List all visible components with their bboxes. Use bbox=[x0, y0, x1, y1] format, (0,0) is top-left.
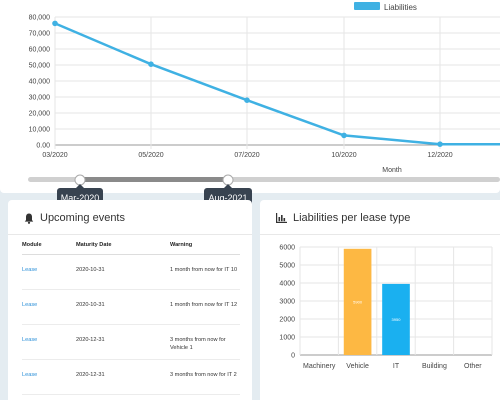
liabilities-series-line bbox=[54, 22, 500, 146]
y-tick-label: 0 bbox=[291, 353, 295, 360]
y-tick-label: 2000 bbox=[279, 317, 295, 324]
y-tick-label: 40,000 bbox=[29, 79, 51, 86]
x-tick-label: 05/2020 bbox=[138, 152, 163, 159]
x-tick-label: 07/2020 bbox=[234, 152, 259, 159]
bell-icon bbox=[24, 213, 34, 224]
y-tick-label: 1000 bbox=[279, 335, 295, 342]
y-tick-label: 80,000 bbox=[29, 15, 51, 22]
data-point[interactable] bbox=[244, 97, 250, 103]
y-tick-label: 4000 bbox=[279, 281, 295, 288]
events-title: Upcoming events bbox=[40, 212, 125, 224]
warning-text: 1 month from now for IT 12 bbox=[170, 289, 240, 325]
x-tick-label: 03/2020 bbox=[42, 152, 67, 159]
bar-vehicle[interactable] bbox=[343, 248, 372, 355]
slider-selected-range[interactable] bbox=[80, 177, 228, 182]
y-tick-label: 50,000 bbox=[29, 63, 51, 70]
y-tick-label: 0.00 bbox=[36, 143, 50, 150]
lease-type-title: Liabilities per lease type bbox=[293, 212, 411, 224]
x-tick-label: 12/2020 bbox=[427, 152, 452, 159]
warning-text: 3 months from now for Vehicle 1 bbox=[170, 324, 240, 360]
bar-value-label: 3950 bbox=[392, 317, 402, 322]
warning-text: 1 month from now for IT 10 bbox=[170, 254, 240, 290]
x-tick-label: Building bbox=[422, 363, 447, 370]
module-link[interactable]: Lease bbox=[22, 324, 76, 360]
y-tick-label: 70,000 bbox=[29, 31, 51, 38]
events-header: Upcoming events bbox=[24, 212, 125, 224]
x-tick-label: IT bbox=[393, 363, 400, 370]
x-tick-label: Other bbox=[464, 363, 482, 370]
maturity-date: 2020-10-31 bbox=[76, 254, 170, 290]
data-point[interactable] bbox=[437, 141, 443, 147]
data-point[interactable] bbox=[52, 20, 58, 27]
column-header-maturity-date: Maturity Date bbox=[76, 240, 170, 255]
table-row: Lease 2020-12-31 3 months from now for I… bbox=[22, 359, 240, 395]
module-link[interactable]: Lease bbox=[22, 254, 76, 290]
y-tick-label: 60,000 bbox=[29, 47, 51, 54]
maturity-date: 2020-12-31 bbox=[76, 324, 170, 360]
column-header-module: Module bbox=[22, 240, 76, 255]
module-link[interactable]: Lease bbox=[22, 289, 76, 325]
slider-end-handle[interactable] bbox=[222, 174, 234, 186]
bar-value-label: 5900 bbox=[353, 299, 363, 304]
upcoming-events-card: Upcoming events Module Maturity Date War… bbox=[8, 200, 252, 400]
y-tick-label: 3000 bbox=[279, 299, 295, 306]
lease-type-bar-chart: 0 1000 2000 3000 4000 5000 6000 5900 3950 Machi… bbox=[279, 245, 493, 370]
x-tick-label: Vehicle bbox=[346, 363, 369, 370]
events-table: Module Maturity Date Warning Lease 2020-… bbox=[22, 240, 240, 395]
x-axis-label: Month bbox=[382, 167, 402, 174]
table-row: Lease 2020-10-31 1 month from now for IT… bbox=[22, 289, 240, 325]
slider-start-handle[interactable] bbox=[74, 174, 86, 186]
module-link[interactable]: Lease bbox=[22, 359, 76, 395]
y-tick-label: 6000 bbox=[279, 245, 295, 252]
bar-chart-icon bbox=[276, 213, 287, 223]
x-tick-label: 10/2020 bbox=[331, 152, 356, 159]
maturity-date: 2020-10-31 bbox=[76, 289, 170, 325]
warning-text: 3 months from now for IT 2 bbox=[170, 359, 240, 395]
data-point[interactable] bbox=[341, 132, 347, 139]
table-row: Lease 2020-12-31 3 months from now for V… bbox=[22, 324, 240, 360]
bar-it[interactable] bbox=[382, 283, 410, 355]
maturity-date: 2020-12-31 bbox=[76, 359, 170, 395]
column-header-warning: Warning bbox=[170, 240, 240, 255]
liabilities-chart-card: 0.00 10,000 20,000 30,000 40,000 50,000 60,000… bbox=[0, 0, 500, 193]
data-point[interactable] bbox=[148, 61, 154, 67]
y-tick-label: 20,000 bbox=[29, 111, 51, 118]
x-tick-label: Machinery bbox=[303, 363, 336, 370]
table-row: Lease 2020-10-31 1 month from now for IT… bbox=[22, 254, 240, 290]
y-tick-label: 10,000 bbox=[29, 127, 51, 134]
legend-label[interactable]: Liabilities bbox=[384, 3, 417, 12]
lease-type-card: Liabilities per lease type 0 1000 2000 3000… bbox=[260, 200, 500, 400]
date-range-slider[interactable] bbox=[28, 174, 500, 186]
y-tick-label: 5000 bbox=[279, 263, 295, 270]
y-tick-label: 30,000 bbox=[29, 95, 51, 102]
liabilities-line-chart: 0.00 10,000 20,000 30,000 40,000 50,000 60,000… bbox=[28, 2, 500, 186]
legend-swatch[interactable] bbox=[354, 2, 380, 10]
lease-type-header: Liabilities per lease type bbox=[276, 212, 410, 224]
